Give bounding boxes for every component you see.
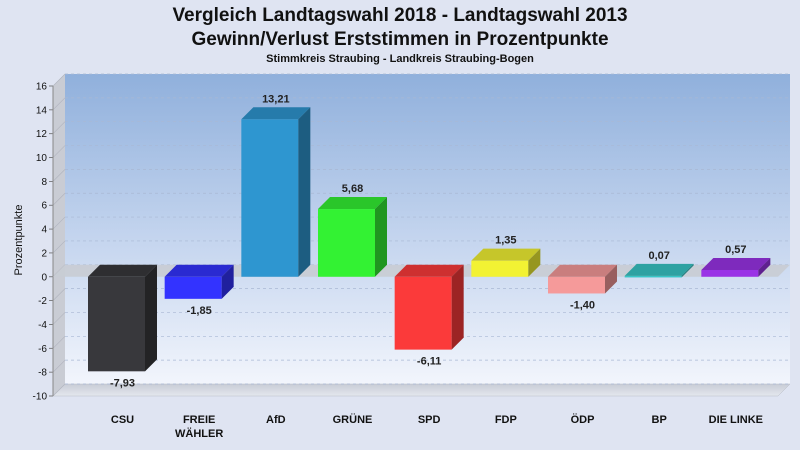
x-tick-label: FREIE [183,414,215,426]
bar-front [88,276,145,372]
bar-side [758,257,771,277]
bar-bp [624,263,694,278]
x-tick-label: GRÜNE [333,413,373,426]
chart-title: Vergleich Landtagswahl 2018 - Landtagswa… [0,4,800,52]
y-tick-label: -2 [38,296,47,307]
data-label: 5,68 [342,183,363,195]
bar-front [624,275,682,278]
y-tick-label: -4 [38,320,47,331]
bar-side [681,263,694,278]
gridline-side [52,193,66,206]
bar-die-linke [701,257,771,277]
bar-freie-wähler [164,264,234,299]
bar-front [318,209,375,277]
gridline-side [52,121,66,134]
y-tick-label: 0 [41,272,47,283]
y-tick-label: 6 [41,201,47,212]
bar-top [88,264,157,277]
data-label: -1,40 [570,299,595,311]
plot-side-wall [53,74,65,396]
y-tick-label: -8 [38,368,47,379]
x-tick-label: AfD [266,414,286,426]
gridline-side [52,145,66,158]
bar-front [241,119,299,277]
bar-top [164,264,234,277]
bar-fdp [471,248,541,277]
bar-spd [394,264,464,350]
gridline-side [52,97,66,111]
data-label: -1,85 [187,305,212,317]
bar-front [548,276,605,294]
gridline-side [52,359,66,373]
bar-side [145,264,157,372]
chart-title-line1: Vergleich Landtagswahl 2018 - Landtagswa… [172,5,628,26]
bar-top [548,264,617,277]
chart-title-line2: Gewinn/Verlust Erststimmen in Prozentpun… [191,29,609,50]
bar-front [701,269,759,277]
bar-side [528,248,541,277]
gridline-side [52,73,66,87]
bar-front [394,276,452,350]
bar-front [164,276,222,299]
gridline-side [52,240,66,254]
bar-csu [88,264,157,372]
bar-top [701,257,771,270]
y-tick-label: 16 [36,82,48,93]
bar-side [221,264,234,299]
gridline-side [52,336,66,349]
x-tick-label: FDP [495,414,517,426]
data-label: 1,35 [495,235,516,247]
gridline-side [52,216,66,230]
x-tick-label: CSU [111,414,134,426]
bar-side [605,264,617,294]
gridline-side [52,383,66,397]
y-tick-label: 12 [36,129,48,140]
y-tick-label: -10 [33,392,48,403]
plot-floor [52,383,791,397]
bar-ödp [548,264,617,294]
gridline-side [52,288,66,301]
x-tick-label: DIE LINKE [709,414,763,426]
gridline-side [52,169,66,182]
bar-front [471,260,529,277]
y-tick-label: 4 [41,225,47,236]
chart-subtitle: Stimmkreis Straubing - Landkreis Straubi… [266,53,534,65]
bar-top [471,248,541,261]
y-tick-label: 10 [36,153,48,164]
y-tick-label: 2 [41,248,47,259]
gridline-side [52,312,66,325]
y-axis-title: Prozentpunkte [13,205,25,276]
bar-side [375,197,387,277]
bar-grüne [318,197,387,277]
y-tick-label: -6 [38,344,47,355]
data-label: 0,07 [648,250,669,262]
y-tick-label: 14 [36,105,48,116]
data-label: 13,21 [262,93,290,105]
data-label: -7,93 [110,377,135,389]
bar-afd [241,107,311,277]
bar-top [318,197,387,210]
bar-top [394,264,464,277]
bar-side [451,264,464,350]
x-tick-label: WÄHLER [175,427,223,440]
bar-top [624,263,694,276]
data-label: 0,57 [725,244,746,256]
x-tick-label: BP [652,414,667,426]
x-tick-label: SPD [418,414,441,426]
bar-side [298,107,311,277]
data-label: -6,11 [417,356,441,368]
y-tick-label: 8 [41,177,47,188]
bar-top [241,107,311,120]
x-tick-label: ÖDP [571,413,595,426]
